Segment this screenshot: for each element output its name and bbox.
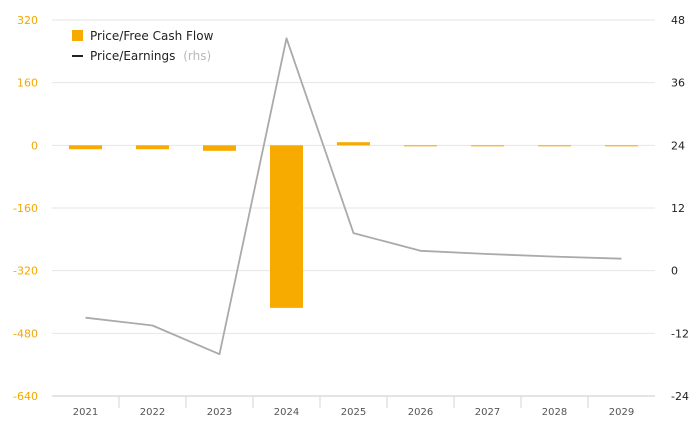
legend-swatch-bar [72, 30, 83, 41]
right-tick-label: 48 [671, 14, 685, 27]
x-tick-label: 2021 [73, 407, 98, 418]
x-tick-label: 2025 [341, 407, 366, 418]
left-tick-label: -640 [13, 390, 38, 403]
bar-2029 [605, 145, 638, 147]
bar-2021 [69, 145, 102, 150]
pe-line [85, 37, 622, 356]
bar-2023 [203, 145, 236, 151]
x-tick-label: 2024 [274, 407, 299, 418]
left-tick-label: 320 [17, 14, 38, 27]
right-tick-label: 0 [671, 265, 678, 278]
legend: Price/Free Cash Flow Price/Earnings (rhs… [72, 29, 214, 63]
line-layer [85, 37, 622, 356]
x-tick-label: 2023 [207, 407, 232, 418]
bars [69, 142, 638, 308]
bar-2024 [270, 145, 303, 308]
grid [52, 19, 655, 334]
right-tick-label: -24 [671, 390, 689, 403]
x-tick-label: 2027 [475, 407, 500, 418]
x-tick-label: 2028 [542, 407, 567, 418]
axes: 320 160 0 -160 -320 -480 -640 48 36 24 12 0 -12 -24 20… [13, 14, 689, 418]
bar-2022 [136, 145, 169, 150]
legend-label-line: Price/Earnings (rhs) [90, 49, 211, 63]
bar-2027 [471, 145, 504, 147]
left-tick-label: -480 [13, 327, 38, 340]
bar-2026 [404, 145, 437, 147]
legend-label-bar: Price/Free Cash Flow [90, 29, 214, 43]
right-tick-label: 12 [671, 202, 685, 215]
right-tick-label: 36 [671, 77, 685, 90]
x-tick-label: 2026 [408, 407, 433, 418]
legend-label-line-name: Price/Earnings [90, 49, 175, 63]
right-tick-label: 24 [671, 139, 685, 152]
left-tick-label: 160 [17, 77, 38, 90]
left-tick-label: -160 [13, 202, 38, 215]
bar-2028 [538, 145, 571, 147]
left-tick-label: -320 [13, 265, 38, 278]
bar-2025 [337, 142, 370, 146]
legend-label-line-suffix: (rhs) [183, 49, 211, 63]
right-tick-label: -12 [671, 327, 689, 340]
left-tick-label: 0 [31, 139, 38, 152]
x-tick-label: 2022 [140, 407, 165, 418]
x-tick-label: 2029 [609, 407, 634, 418]
